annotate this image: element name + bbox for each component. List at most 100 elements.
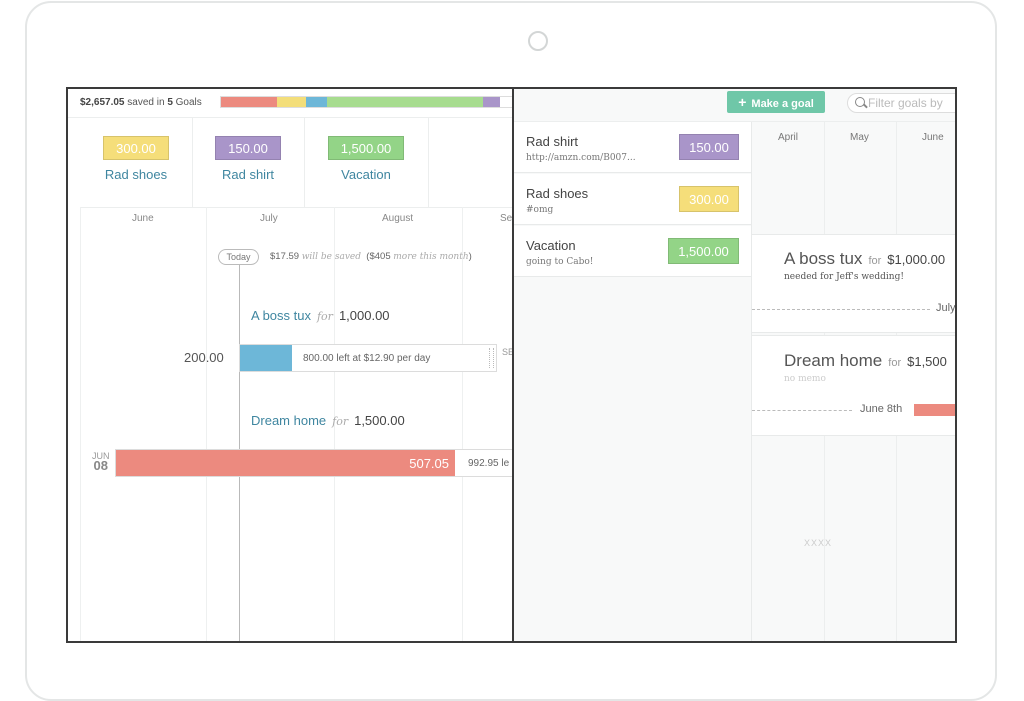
item-name: Vacation: [526, 238, 576, 253]
goal-progress-bar[interactable]: 800.00 left at $12.90 per day: [239, 344, 497, 372]
detail-title: A boss tux for $1,000.00: [784, 249, 945, 269]
progress-segment: [276, 97, 307, 107]
item-amount-badge: 150.00: [679, 134, 739, 160]
timeline-dash: [752, 309, 930, 310]
list-item[interactable]: Rad shoes #omg 300.00: [514, 174, 751, 225]
month-label: June: [132, 213, 154, 224]
for-text: for: [316, 310, 333, 323]
placeholder-text: XXXX: [804, 538, 833, 548]
timeline-dash: [752, 410, 852, 411]
grid-line: [334, 207, 335, 641]
saved-in-text: saved in: [127, 97, 165, 108]
goals-toolbar: + Make a goal: [514, 89, 955, 122]
app-screen: $2,657.05 saved in 5 Goals 300.00 Rad sh…: [66, 87, 957, 643]
plus-icon: +: [738, 94, 747, 110]
progress-segment: [482, 97, 501, 107]
savings-progress-bar: [220, 96, 512, 108]
goal-amount-badge: 150.00: [215, 136, 281, 160]
goal-remaining: 992.95 le: [468, 458, 509, 469]
grid-line: [462, 207, 463, 641]
detail-amount: $1,500: [907, 354, 947, 369]
remaining-amount: 800.00: [303, 353, 334, 364]
goal-detail-card[interactable]: Dream home for $1,500 no memo June 8th: [752, 335, 955, 436]
detail-note: needed for Jeff's wedding!: [784, 272, 904, 282]
goal-target: 1,500.00: [354, 413, 405, 428]
goal-name: A boss tux: [251, 308, 311, 323]
goal-card-rad-shirt[interactable]: 150.00 Rad shirt: [192, 118, 305, 207]
goal-start-date: JUN 08: [92, 451, 110, 473]
item-note: #omg: [526, 205, 554, 215]
timeline-pane: $2,657.05 saved in 5 Goals 300.00 Rad sh…: [68, 89, 512, 641]
summary-text: $2,657.05 saved in 5 Goals: [80, 97, 202, 108]
today-marker[interactable]: Today: [218, 249, 259, 265]
pane-divider: [512, 89, 514, 641]
start-month: JUN: [92, 451, 110, 461]
month-label: July: [260, 213, 278, 224]
goal-card-rad-shoes[interactable]: 300.00 Rad shoes: [80, 118, 193, 207]
grid-line: [80, 207, 81, 641]
goal-amount-badge: 300.00: [103, 136, 169, 160]
camera-icon: [528, 31, 548, 51]
goal-end-mark: SE: [502, 347, 512, 357]
item-amount-badge: 1,500.00: [668, 238, 739, 264]
detail-amount: $1,000.00: [887, 252, 946, 267]
month-label: August: [382, 213, 414, 224]
detail-name: A boss tux: [784, 249, 863, 268]
goal-target: 1,000.00: [338, 308, 390, 323]
filter-search[interactable]: [847, 93, 955, 113]
saved-amount: $2,657.05: [80, 97, 125, 108]
month-label: June: [922, 132, 944, 143]
goal-title-boss-tux[interactable]: A boss tux for 1,000.00: [251, 308, 390, 323]
progress-segment: [306, 97, 327, 107]
goal-progress-bar[interactable]: 507.05 992.95 le: [115, 449, 512, 477]
more-text: more this month: [393, 252, 469, 262]
goal-card-name: Rad shirt: [221, 167, 275, 182]
make-goal-label: Make a goal: [751, 98, 814, 110]
progress-segment: [221, 97, 277, 107]
month-label: Se: [500, 213, 512, 224]
remaining-text: left at $12.90 per day: [336, 353, 431, 364]
detail-date: July: [936, 302, 955, 314]
detail-date: June 8th: [860, 403, 903, 415]
goal-count: 5: [167, 97, 173, 108]
filter-input[interactable]: [868, 95, 955, 111]
search-icon: [855, 97, 865, 107]
grid-line: [206, 207, 207, 641]
goals-pane: + Make a goal Rad shirt http://amzn.com/B…: [514, 89, 955, 641]
goal-list: Rad shirt http://amzn.com/B007... 150.00…: [514, 122, 752, 641]
start-day: 08: [93, 458, 108, 473]
goal-detail-card[interactable]: A boss tux for $1,000.00 needed for Jeff's…: [752, 234, 955, 333]
will-be-saved-text: will be saved: [301, 252, 362, 262]
for-text: for: [888, 357, 902, 369]
item-name: Rad shirt: [526, 134, 579, 149]
detail-progress-bar: [914, 404, 955, 416]
item-amount-badge: 300.00: [679, 186, 739, 212]
item-name: Rad shoes: [526, 186, 589, 201]
savings-summary: $2,657.05 saved in 5 Goals: [68, 89, 512, 118]
make-goal-button[interactable]: + Make a goal: [727, 91, 825, 113]
goal-saved-amount: 507.05: [409, 456, 449, 471]
for-text: for: [332, 415, 349, 428]
goal-title-dream-home[interactable]: Dream home for 1,500.00: [251, 413, 405, 428]
goals-word: Goals: [175, 97, 202, 108]
goal-amount-badge: 1,500.00: [328, 136, 404, 160]
today-amount: $17.59: [270, 251, 300, 262]
month-label: May: [850, 132, 869, 143]
detail-name: Dream home: [784, 351, 883, 370]
for-text: for: [868, 255, 882, 267]
today-info: $17.59 will be saved ($405 more this mon…: [270, 251, 472, 262]
list-item[interactable]: Vacation going to Cabo! 1,500.00: [514, 226, 751, 277]
remaining-amount: 992.95: [468, 458, 499, 469]
goal-remaining: 800.00 left at $12.90 per day: [303, 353, 430, 364]
month-label: April: [778, 132, 799, 143]
goal-saved-amount: 200.00: [184, 350, 224, 365]
more-amount: $405: [369, 251, 391, 262]
goal-card-vacation[interactable]: 1,500.00 Vacation: [304, 118, 429, 207]
progress-segment: [326, 97, 483, 107]
goal-cards: 300.00 Rad shoes 150.00 Rad shirt 1,500.…: [80, 118, 512, 208]
drag-handle-icon[interactable]: [489, 348, 494, 368]
item-note: http://amzn.com/B007...: [526, 153, 636, 163]
goal-card-name: Rad shoes: [104, 167, 168, 182]
goal-name: Dream home: [251, 413, 327, 428]
list-item[interactable]: Rad shirt http://amzn.com/B007... 150.00: [514, 122, 751, 173]
